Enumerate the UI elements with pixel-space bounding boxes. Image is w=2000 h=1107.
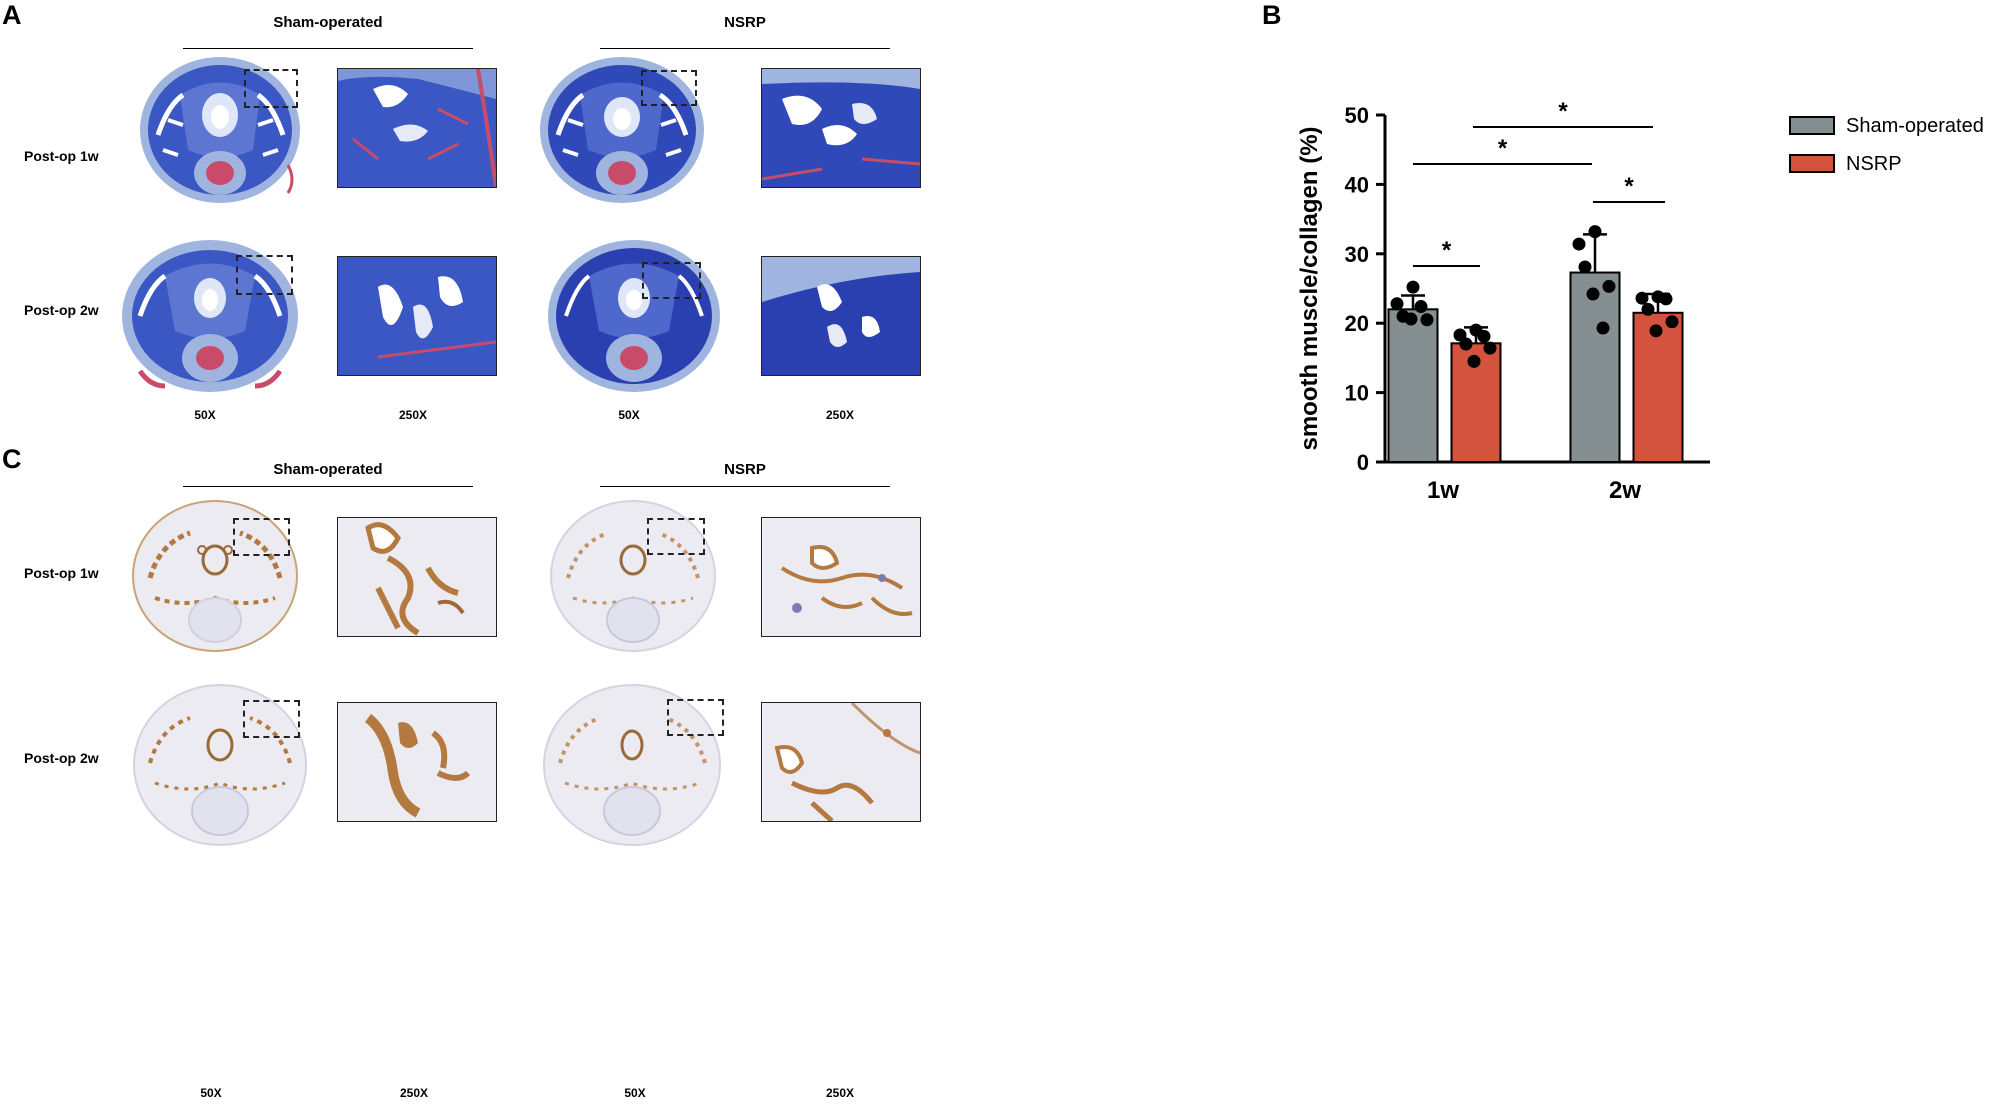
panel-c-letter: C: [2, 444, 22, 474]
zoom-region-box: [642, 262, 701, 299]
masson-zoom-sham-2w-250x: [337, 256, 497, 376]
panel-b-letter: B: [1262, 0, 1282, 30]
legend-label: Sham-operated: [1846, 115, 1984, 137]
data-point: [1602, 279, 1616, 293]
panel-c-group-title-sham: Sham-operated: [273, 461, 383, 478]
panel-a-mag-label: 50X: [618, 408, 640, 422]
masson-section-sham-1w-50x: [138, 55, 303, 205]
data-point: [1420, 313, 1434, 327]
zoom-region-box: [233, 518, 290, 556]
data-point: [1483, 341, 1497, 355]
masson-zoom-nsrp-2w-250x: [761, 256, 921, 376]
data-point: [1596, 321, 1610, 335]
panel-c-group-line-nsrp: [600, 486, 890, 487]
masson-section-nsrp-1w-50x: [538, 55, 706, 205]
ihc-section-sham-1w-50x: [130, 498, 300, 653]
y-axis-label: smooth muscle/collagen (%): [1296, 126, 1323, 450]
panel-a-group-title-sham: Sham-operated: [273, 14, 383, 31]
legend-label: NSRP: [1846, 153, 1902, 175]
ihc-zoom-nsrp-1w-250x: [761, 517, 921, 637]
data-point: [1406, 280, 1420, 294]
masson-zoom-sham-1w-250x: [337, 68, 497, 188]
masson-section-nsrp-2w-50x: [544, 236, 724, 396]
bar: [1632, 311, 1684, 463]
panel-a-row-label-2w: Post-op 2w: [24, 302, 99, 318]
x-tick-label: 1w: [1427, 477, 1459, 504]
y-tick-label: 0: [1357, 450, 1369, 475]
panel-c-mag-label: 250X: [825, 1086, 855, 1100]
data-point: [1665, 315, 1679, 329]
data-point: [1588, 225, 1602, 239]
ihc-zoom-sham-2w-250x: [337, 702, 497, 822]
masson-zoom-nsrp-1w-250x: [761, 68, 921, 188]
y-tick-label: 20: [1345, 311, 1369, 336]
data-point: [1578, 260, 1592, 274]
data-point: [1635, 291, 1649, 305]
data-point: [1404, 312, 1418, 326]
zoom-region-box: [641, 70, 697, 106]
significance-sham-label: *: [1498, 135, 1508, 162]
panel-a-mag-label: 250X: [825, 408, 855, 422]
data-point: [1659, 292, 1673, 306]
x-tick-label: 2w: [1609, 477, 1641, 504]
panel-c-group-line-sham: [183, 486, 473, 487]
panel-c-row-label-1w: Post-op 1w: [24, 565, 99, 581]
panel-a-letter: A: [2, 0, 22, 30]
ihc-section-sham-2w-50x: [130, 683, 310, 848]
data-point: [1390, 297, 1404, 311]
zoom-region-box: [244, 69, 298, 108]
data-point: [1459, 337, 1473, 351]
significance-nsrp-label: *: [1558, 98, 1568, 125]
data-point: [1586, 287, 1600, 301]
legend-swatch: [1789, 154, 1835, 173]
panel-a-mag-label: 50X: [194, 408, 216, 422]
zoom-region-box: [236, 255, 293, 295]
zoom-region-box: [243, 700, 300, 738]
ihc-section-nsrp-1w-50x: [548, 498, 718, 653]
bar: [1569, 271, 1621, 463]
data-point: [1414, 300, 1428, 314]
smooth-muscle-collagen-bar-chart: 0 10 20 30 40 50 smooth muscle/collagen (%) 1w 2…: [1296, 98, 1984, 504]
y-tick-label: 50: [1345, 103, 1369, 128]
panel-a-group-line-nsrp: [600, 48, 890, 49]
panel-c-row-label-2w: Post-op 2w: [24, 750, 99, 766]
panel-a-row-label-1w: Post-op 1w: [24, 148, 99, 164]
panel-a-group-line-sham: [183, 48, 473, 49]
masson-section-sham-2w-50x: [115, 236, 305, 396]
panel-c-mag-label: 50X: [200, 1086, 222, 1100]
ihc-section-nsrp-2w-50x: [540, 683, 725, 848]
significance-2w-label: *: [1624, 173, 1634, 200]
data-point: [1477, 329, 1491, 343]
y-tick-label: 30: [1345, 242, 1369, 267]
y-tick-label: 10: [1345, 381, 1369, 406]
zoom-region-box: [667, 699, 724, 736]
zoom-region-box: [647, 518, 705, 555]
panel-c-mag-label: 50X: [624, 1086, 646, 1100]
panel-a-mag-label: 250X: [398, 408, 428, 422]
ihc-zoom-nsrp-2w-250x: [761, 702, 921, 822]
panel-a-group-title-nsrp: NSRP: [724, 14, 766, 31]
legend-swatch: [1789, 116, 1835, 135]
panel-c-group-title-nsrp: NSRP: [724, 461, 766, 478]
significance-1w-label: *: [1442, 237, 1452, 264]
ihc-zoom-sham-1w-250x: [337, 517, 497, 637]
data-point: [1641, 302, 1655, 316]
bar: [1387, 308, 1439, 463]
data-point: [1572, 237, 1586, 251]
data-point: [1649, 324, 1663, 338]
data-point: [1467, 354, 1481, 368]
panel-c-mag-label: 250X: [399, 1086, 429, 1100]
y-tick-label: 40: [1345, 172, 1369, 197]
